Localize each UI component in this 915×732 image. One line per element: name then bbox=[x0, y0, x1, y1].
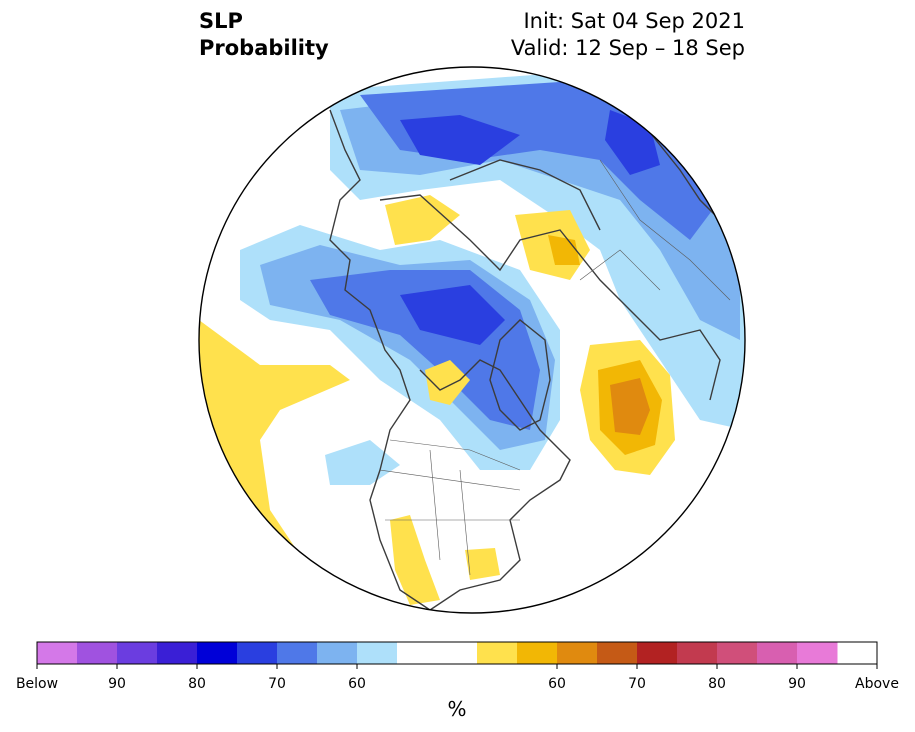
blue-region-arctic-max bbox=[400, 285, 505, 345]
colorbar-tick-label: 90 bbox=[108, 676, 126, 692]
colorbar-cell bbox=[37, 642, 78, 664]
colorbar-cell bbox=[397, 642, 478, 664]
blue-region-siberia-max bbox=[400, 115, 520, 165]
colorbar-tick-label: 80 bbox=[188, 676, 206, 692]
colorbar-tick-label: 60 bbox=[548, 676, 566, 692]
colorbar-tick-label: 60 bbox=[348, 676, 366, 692]
forecast-dates: Init: Sat 04 Sep 2021 Valid: 12 Sep – 18… bbox=[511, 8, 745, 62]
map-title: SLP Probability bbox=[199, 8, 329, 62]
colorbar-ticks: Below 90 80 70 60 60 70 80 90 Above bbox=[16, 664, 899, 692]
colorbar-cell bbox=[597, 642, 638, 664]
probability-field bbox=[199, 67, 745, 613]
yellow-region-canada bbox=[425, 360, 470, 405]
orange-region-atlantic bbox=[610, 378, 650, 435]
colorbar-frame bbox=[36, 641, 878, 665]
borders bbox=[379, 159, 731, 576]
init-date: Init: Sat 04 Sep 2021 bbox=[523, 9, 745, 33]
valid-range: Valid: 12 Sep – 18 Sep bbox=[510, 36, 745, 60]
colorbar-cell bbox=[677, 642, 718, 664]
colorbar-cell bbox=[477, 642, 518, 664]
polar-map bbox=[198, 66, 746, 614]
colorbar-cell bbox=[757, 642, 798, 664]
yellow-region-central-asia bbox=[385, 195, 460, 245]
colorbar-tick-label: Above bbox=[855, 676, 899, 692]
title-variable: SLP bbox=[199, 9, 243, 33]
colorbar-tick-label: 70 bbox=[268, 676, 286, 692]
colorbar-cells bbox=[37, 642, 838, 664]
orange-region-europe bbox=[548, 235, 580, 265]
colorbar-tick-label: 70 bbox=[628, 676, 646, 692]
colorbar-cell bbox=[77, 642, 118, 664]
yellow-region-us-south bbox=[465, 548, 500, 580]
colorbar-cell bbox=[797, 642, 838, 664]
colorbar-cell bbox=[277, 642, 318, 664]
colorbar-tick-label: 90 bbox=[788, 676, 806, 692]
colorbar-cell bbox=[317, 642, 358, 664]
colorbar-cell bbox=[117, 642, 158, 664]
title-metric: Probability bbox=[199, 36, 329, 60]
coastlines bbox=[329, 89, 731, 611]
map-boundary bbox=[198, 66, 746, 614]
colorbar-cell bbox=[637, 642, 678, 664]
colorbar-cell bbox=[357, 642, 398, 664]
colorbar-cell bbox=[197, 642, 238, 664]
colorbar-cell bbox=[517, 642, 558, 664]
colorbar-tick-label: 80 bbox=[708, 676, 726, 692]
colorbar-tick-label: Below bbox=[16, 676, 58, 692]
colorbar-cell bbox=[717, 642, 758, 664]
colorbar-cell bbox=[557, 642, 598, 664]
yellow-region-us-west bbox=[390, 515, 440, 605]
blue-region-pacific bbox=[325, 440, 400, 485]
colorbar-cell bbox=[237, 642, 278, 664]
colorbar-cell bbox=[157, 642, 198, 664]
colorbar-unit: % bbox=[447, 697, 466, 721]
